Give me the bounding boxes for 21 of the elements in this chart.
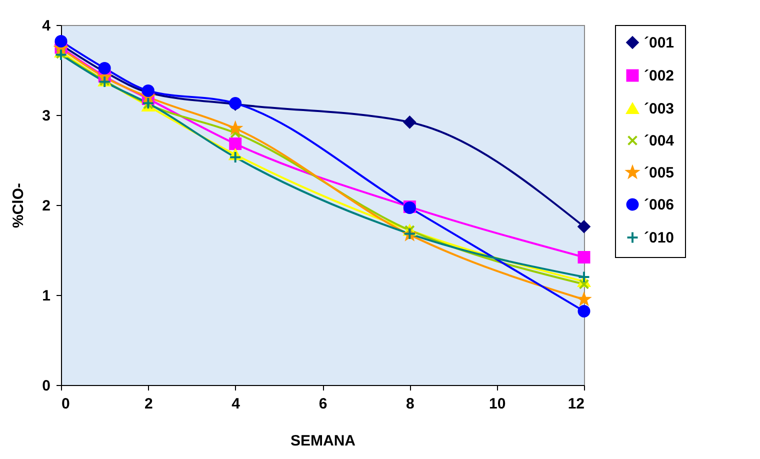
x-tick-label: 10 (488, 396, 506, 412)
x-tick-label: 8 (406, 396, 414, 412)
x-axis-title: SEMANA (290, 432, 356, 450)
y-tick-label: 2 (42, 198, 50, 214)
y-tick-label: 4 (42, 18, 52, 34)
x-tick-label: 12 (568, 396, 584, 412)
x-tick-label: 0 (62, 396, 70, 412)
legend-label: ´006 (644, 196, 674, 214)
y-tick-label: 0 (42, 378, 50, 394)
legend-label: ´004 (644, 132, 675, 150)
y-tick-label: 3 (42, 108, 50, 124)
legend-label: ´005 (644, 164, 674, 182)
legend-label: ´003 (644, 100, 674, 118)
x-tick-label: 4 (232, 396, 241, 412)
legend-label: ´002 (644, 68, 674, 84)
legend-label: ´001 (644, 34, 674, 52)
y-tick-label: 1 (42, 288, 50, 304)
x-tick-label: 2 (144, 396, 153, 412)
x-tick-label: 6 (318, 396, 328, 412)
y-axis-title: %ClO- (10, 182, 28, 228)
legend-label: ´010 (644, 230, 674, 246)
